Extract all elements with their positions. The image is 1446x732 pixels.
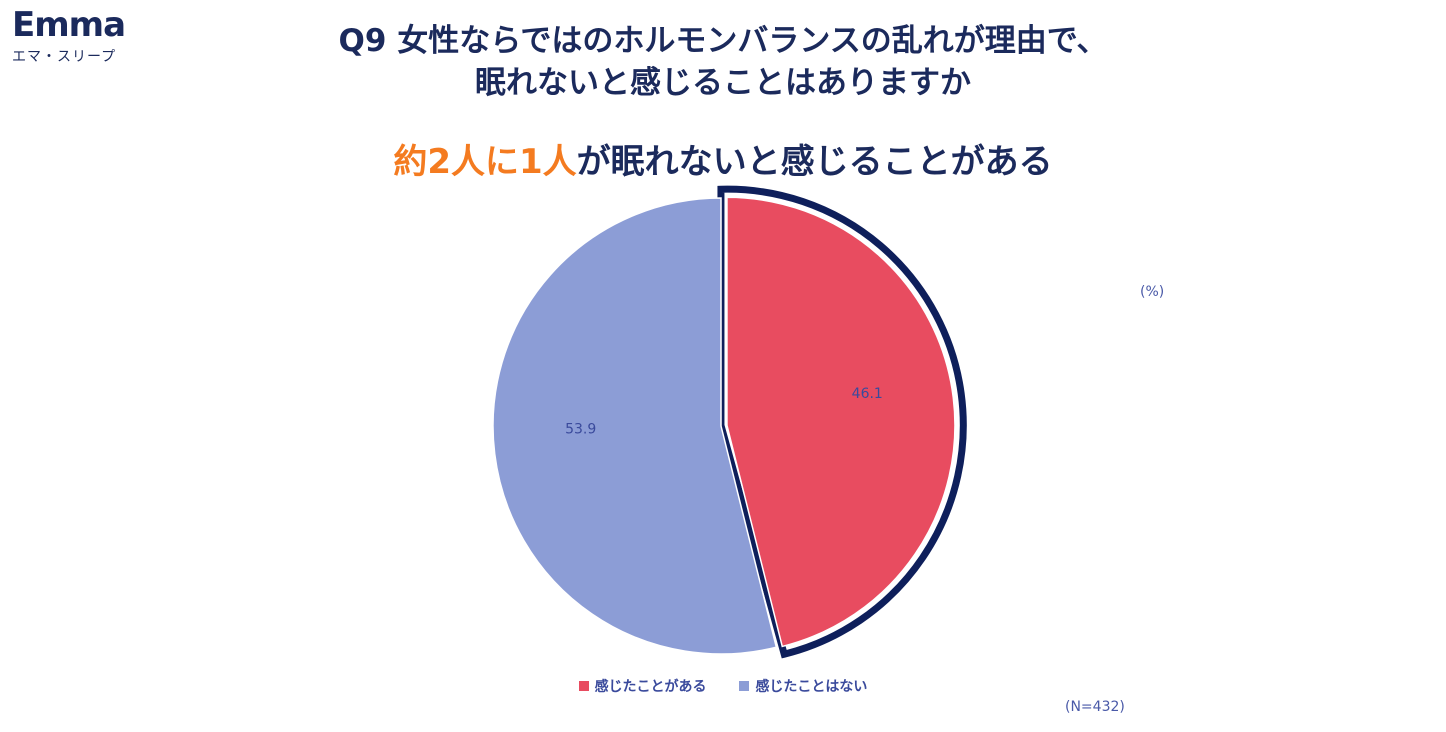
- logo-wordmark: Emma: [12, 5, 126, 45]
- chart-legend: 感じたことがある 感じたことはない: [0, 676, 1446, 696]
- legend-swatch-yes: [578, 681, 589, 691]
- question-title-line2: 眠れないと感じることはありますか: [475, 65, 971, 101]
- logo-subtitle: エマ・スリープ: [12, 49, 117, 65]
- brand-logo: Emma エマ・スリープ: [12, 5, 126, 66]
- headline-accent: 約2人に1人: [393, 142, 577, 182]
- legend-label-yes: 感じたことがある: [594, 679, 707, 695]
- pie-slice-no: [492, 197, 778, 655]
- headline-rest: が眠れないと感じることがある: [576, 142, 1053, 182]
- question-title-line1: Q9 女性ならではのホルモンバランスの乱れが理由で、: [338, 23, 1108, 59]
- data-label-no: 53.9: [565, 421, 596, 437]
- legend-label-no: 感じたことはない: [755, 679, 868, 695]
- unit-label: (%): [1140, 284, 1165, 300]
- legend-item-no: 感じたことはない: [739, 676, 867, 696]
- summary-headline: 約2人に1人が眠れないと感じることがある: [0, 140, 1446, 184]
- data-label-yes: 46.1: [852, 386, 883, 402]
- legend-swatch-no: [739, 681, 750, 691]
- legend-item-yes: 感じたことがある: [578, 676, 707, 696]
- question-title: Q9 女性ならではのホルモンバランスの乱れが理由で、 眠れないと感じることはあり…: [0, 20, 1446, 104]
- sample-size-label: (N=432): [1065, 699, 1125, 715]
- pie-slice-yes: [726, 196, 956, 648]
